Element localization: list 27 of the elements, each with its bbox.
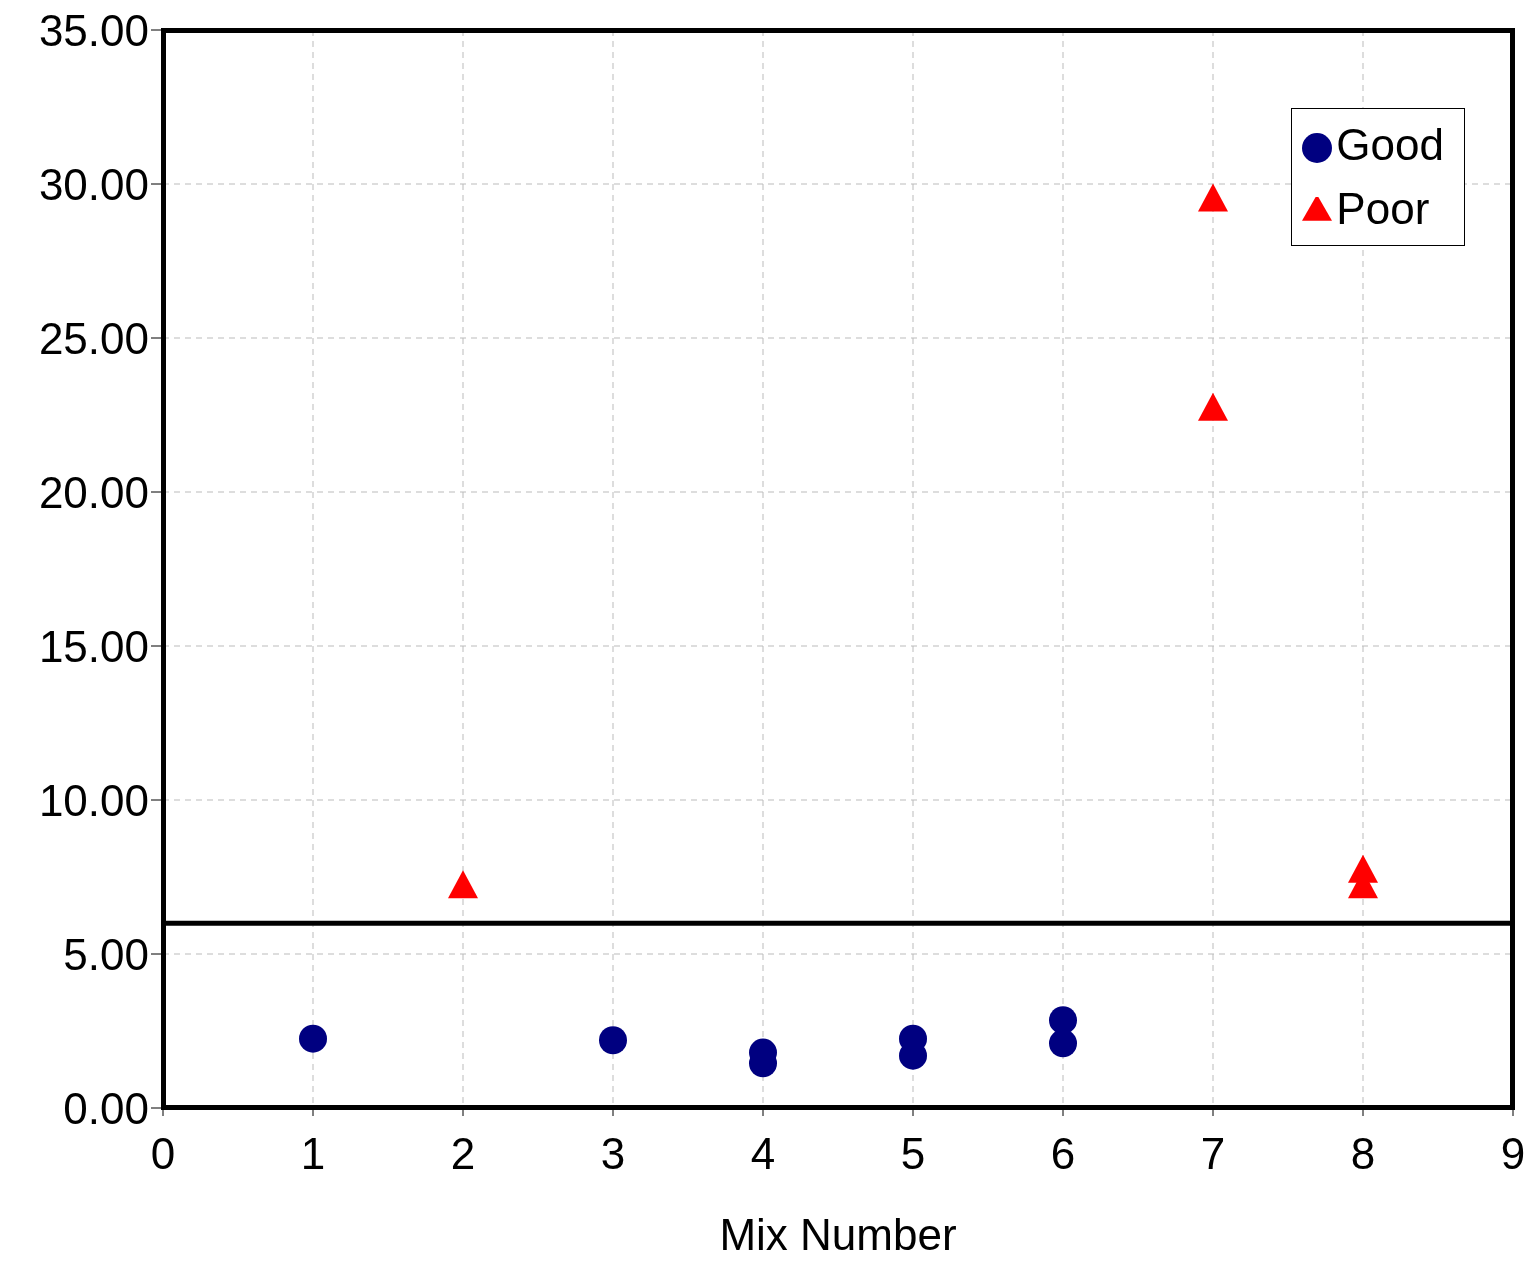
x-tick-label: 0 (150, 1129, 176, 1179)
x-tick-label: 9 (1500, 1129, 1526, 1179)
legend-label: Poor (1336, 184, 1430, 233)
x-tick-label: 7 (1200, 1129, 1226, 1179)
point (299, 1024, 327, 1053)
y-tick-label: 25.00 (38, 313, 149, 363)
x-tick-label: 2 (450, 1129, 476, 1179)
y-tick-label: 10.00 (38, 775, 149, 825)
legend-label: Good (1336, 120, 1444, 169)
point (448, 870, 478, 899)
point (1198, 392, 1228, 421)
y-tick-label: 15.00 (38, 621, 149, 671)
x-tick-label: 3 (600, 1129, 626, 1179)
x-tick-label: 6 (1050, 1129, 1076, 1179)
point (599, 1026, 627, 1055)
y-tick-label: 35.00 (38, 5, 149, 55)
x-tick-label: 4 (750, 1129, 776, 1179)
point (1049, 1029, 1077, 1058)
y-tick-label: 30.00 (38, 159, 149, 209)
x-tick-label: 5 (900, 1129, 926, 1179)
x-axis-title: Mix Number (719, 1210, 957, 1259)
y-tick-label: 0.00 (63, 1083, 149, 1133)
x-tick-label: 1 (300, 1129, 326, 1179)
x-tick-label: 8 (1350, 1129, 1376, 1179)
point (1198, 183, 1228, 212)
y-tick-label: 5.00 (63, 929, 149, 979)
y-tick-label: 20.00 (38, 467, 149, 517)
